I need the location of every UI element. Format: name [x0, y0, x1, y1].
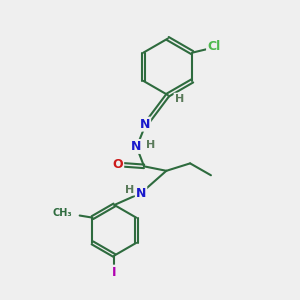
Text: H: H: [146, 140, 155, 150]
Text: O: O: [112, 158, 123, 171]
Text: I: I: [112, 266, 117, 279]
Text: Cl: Cl: [207, 40, 220, 53]
Text: N: N: [131, 140, 141, 153]
Text: H: H: [175, 94, 184, 103]
Text: H: H: [125, 184, 134, 194]
Text: N: N: [136, 187, 146, 200]
Text: CH₃: CH₃: [53, 208, 73, 218]
Text: N: N: [140, 118, 150, 130]
